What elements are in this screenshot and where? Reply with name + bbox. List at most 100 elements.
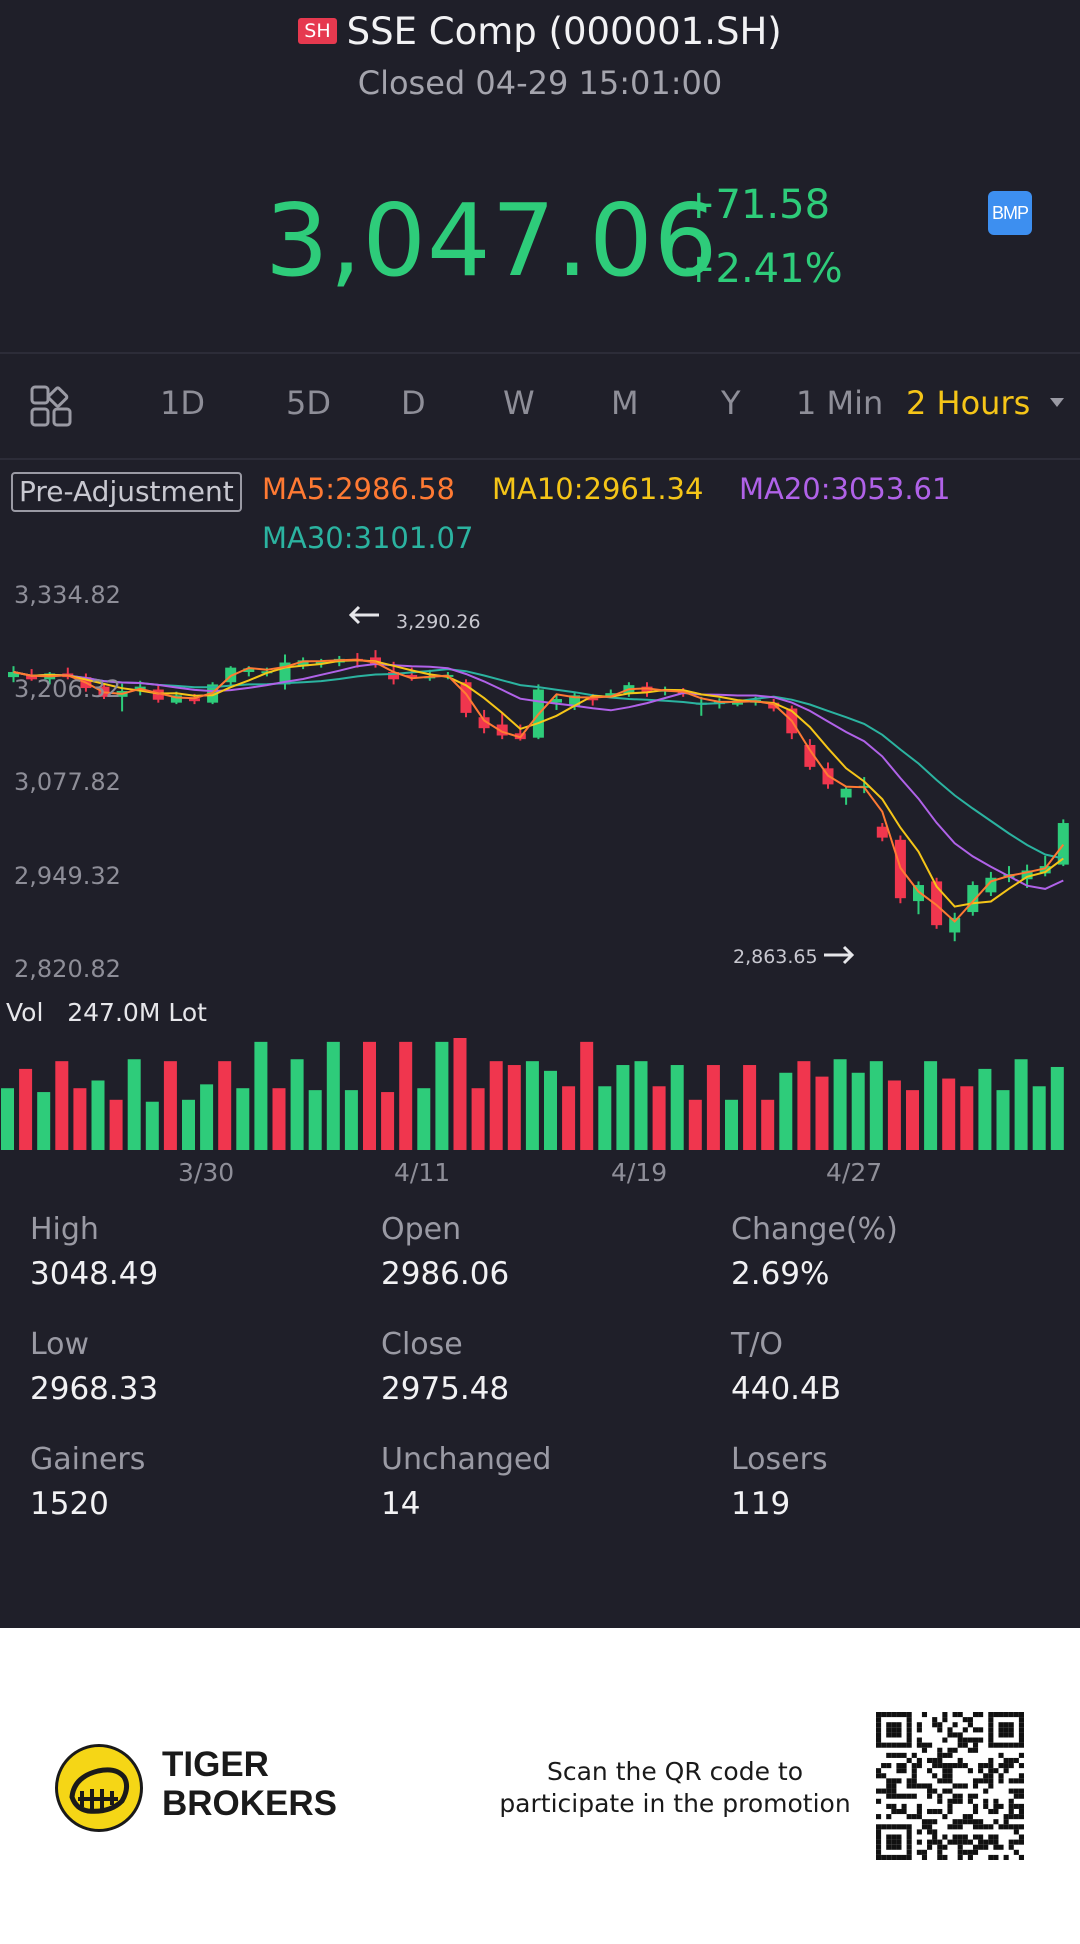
tab-5d[interactable]: 5D	[286, 384, 331, 422]
tab-2-hours[interactable]: 2 Hours	[906, 384, 1031, 422]
qr-module	[1008, 1727, 1014, 1733]
qr-module	[906, 1829, 912, 1835]
qr-module	[876, 1844, 882, 1850]
qr-module	[998, 1742, 1004, 1748]
qr-module	[957, 1763, 963, 1769]
qr-module	[906, 1839, 912, 1845]
qr-module	[993, 1834, 999, 1840]
candle-body	[587, 698, 599, 701]
qr-module	[1013, 1778, 1019, 1784]
volume-bar	[19, 1068, 33, 1150]
qr-module	[942, 1854, 948, 1860]
qr-module	[927, 1824, 933, 1830]
qr-module	[932, 1757, 938, 1764]
qr-module	[957, 1793, 963, 1799]
qr-module	[947, 1727, 953, 1733]
qr-module	[876, 1712, 882, 1718]
stat-label-open: Open	[381, 1212, 462, 1247]
adjustment-toggle[interactable]: Pre-Adjustment	[11, 472, 242, 512]
qr-module	[988, 1712, 994, 1718]
stat-value-turnover: 440.4B	[731, 1371, 842, 1407]
qr-module	[921, 1849, 928, 1855]
qr-module	[921, 1824, 928, 1830]
qr-module	[983, 1763, 989, 1769]
qr-module	[967, 1737, 973, 1743]
qr-module	[983, 1839, 989, 1845]
candle-body	[967, 885, 979, 913]
candlestick-chart[interactable]	[0, 580, 1080, 1000]
qr-module	[962, 1742, 968, 1748]
tab-month[interactable]: M	[611, 384, 639, 422]
qr-module	[1018, 1717, 1024, 1723]
qr-module	[957, 1742, 963, 1748]
bmp-badge-icon[interactable]: BMP	[988, 191, 1032, 235]
tab-1d[interactable]: 1D	[160, 384, 205, 422]
qr-module	[988, 1834, 994, 1840]
stat-label-change: Change(%)	[731, 1212, 898, 1247]
qr-module	[911, 1773, 917, 1779]
qr-module	[891, 1722, 897, 1728]
qr-module	[952, 1824, 958, 1830]
tab-day[interactable]: D	[401, 384, 426, 422]
qr-module	[1003, 1712, 1009, 1718]
volume-bar	[399, 1041, 413, 1150]
qr-module	[962, 1814, 968, 1820]
qr-module	[911, 1752, 917, 1758]
qr-code-icon[interactable]	[876, 1712, 1024, 1860]
qr-module	[911, 1768, 917, 1774]
qr-module	[937, 1757, 943, 1764]
qr-module	[901, 1768, 907, 1774]
qr-module	[1008, 1712, 1014, 1718]
qr-module	[947, 1798, 953, 1804]
qr-module	[962, 1717, 968, 1723]
qr-module	[906, 1778, 912, 1784]
volume-bar	[326, 1041, 340, 1150]
qr-module	[1008, 1839, 1014, 1845]
qr-module	[947, 1768, 953, 1774]
tab-week[interactable]: W	[503, 384, 535, 422]
candle-body	[876, 826, 888, 838]
qr-module	[942, 1788, 948, 1794]
qr-module	[896, 1763, 902, 1769]
volume-bar	[544, 1070, 557, 1150]
qr-module	[952, 1732, 958, 1738]
qr-module	[881, 1854, 887, 1860]
grid-icon[interactable]	[30, 385, 74, 429]
last-price: 3,047.06	[265, 182, 719, 299]
qr-module	[1013, 1829, 1019, 1835]
candle-body	[243, 668, 255, 673]
qr-module	[906, 1757, 912, 1764]
qr-module	[901, 1763, 907, 1769]
qr-module	[947, 1808, 953, 1815]
volume-bar	[507, 1065, 521, 1150]
qr-module	[886, 1783, 892, 1789]
qr-module	[967, 1819, 973, 1825]
tab-year[interactable]: Y	[721, 384, 741, 422]
qr-module	[942, 1768, 948, 1774]
qr-module	[1013, 1849, 1019, 1855]
volume-bar	[471, 1088, 485, 1150]
qr-module	[972, 1849, 979, 1855]
qr-module	[978, 1834, 984, 1840]
qr-module	[952, 1722, 958, 1728]
qr-module	[916, 1803, 922, 1809]
qr-module	[916, 1722, 922, 1728]
candle-body	[406, 674, 418, 678]
qr-module	[916, 1742, 922, 1748]
stat-value-unchanged: 14	[381, 1486, 421, 1522]
tab-1-min[interactable]: 1 Min	[796, 384, 884, 422]
volume-bar	[670, 1065, 684, 1150]
qr-module	[927, 1783, 933, 1789]
caret-down-icon[interactable]	[1050, 398, 1064, 407]
qr-module	[1018, 1803, 1024, 1809]
qr-module	[916, 1737, 922, 1743]
qr-module	[891, 1788, 897, 1794]
qr-module	[947, 1778, 953, 1784]
qr-module	[947, 1839, 953, 1845]
volume-bar	[218, 1061, 232, 1150]
volume-chart[interactable]	[0, 1032, 1080, 1152]
volume-bar	[906, 1090, 919, 1150]
qr-module	[891, 1808, 897, 1815]
qr-module	[937, 1854, 943, 1860]
qr-module	[978, 1712, 984, 1718]
